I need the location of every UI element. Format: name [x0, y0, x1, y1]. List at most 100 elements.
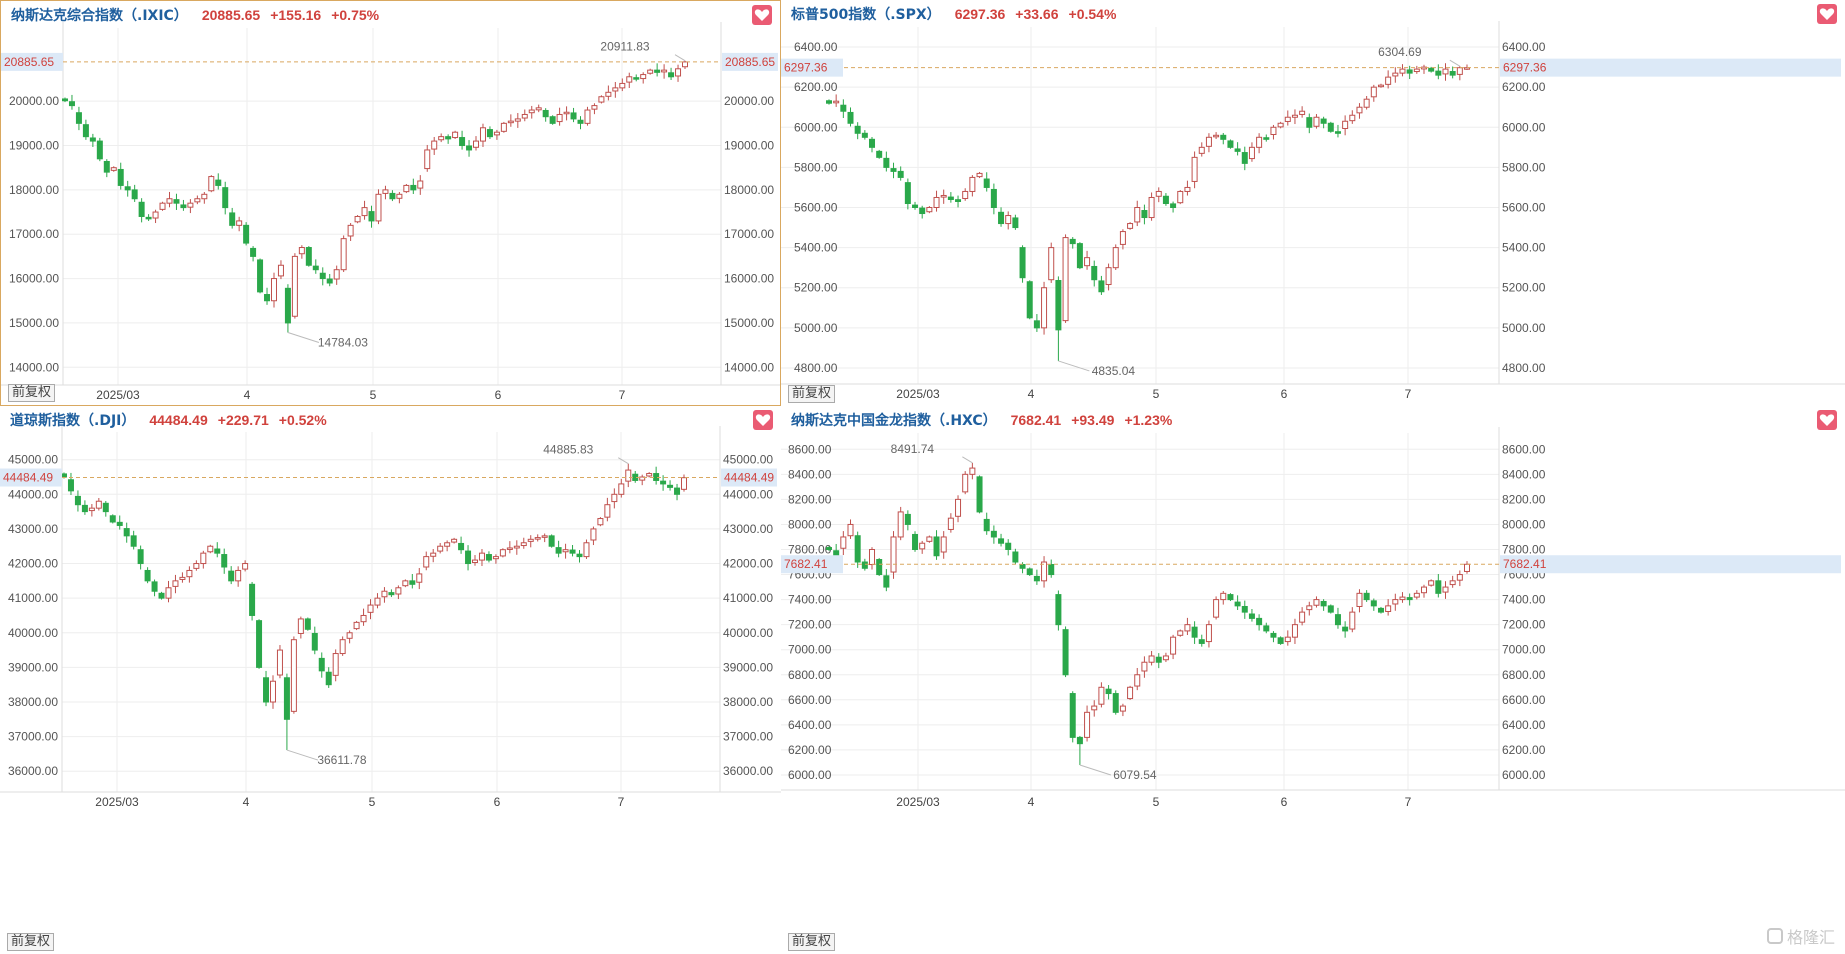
candle-up [242, 563, 249, 570]
last-price: 20885.65 [201, 7, 261, 23]
candle-up [597, 518, 604, 526]
candle-up [556, 113, 563, 123]
candle-up [1148, 196, 1155, 219]
y-tick-label-left: 7200.00 [788, 618, 832, 632]
y-tick-label-right: 43000.00 [723, 522, 773, 536]
adjust-mode-button[interactable]: 前复权 [788, 933, 836, 951]
candle-up [1005, 215, 1012, 225]
y-tick-label-right: 16000.00 [724, 272, 774, 286]
y-tick-label-left: 5800.00 [794, 160, 838, 174]
x-tick-label: 4 [1028, 387, 1035, 401]
candle-up [897, 511, 904, 538]
candle-down [998, 211, 1005, 225]
y-tick-label-left: 7400.00 [788, 593, 832, 607]
x-tick-label: 5 [370, 388, 377, 402]
y-tick-label-right: 8000.00 [1502, 517, 1546, 531]
candle-down [1370, 600, 1377, 607]
candle-up [88, 507, 95, 512]
candle-up [675, 68, 682, 77]
low-label: 36611.78 [317, 753, 366, 767]
favorite-heart-icon[interactable] [752, 5, 772, 25]
y-tick-label-right: 17000.00 [724, 227, 774, 241]
candle-down [82, 124, 89, 138]
candle-down [465, 550, 472, 565]
candle-down [861, 132, 868, 138]
y-tick-label-left: 20000.00 [9, 94, 59, 108]
chart-panel-hxc[interactable]: 8600.00 8600.00 8400.00 8400.00 8200.00 8200.… [781, 406, 1845, 954]
candle-up [179, 576, 186, 580]
y-tick-label-left: 36000.00 [8, 764, 58, 778]
candle-up [236, 220, 243, 226]
y-tick-label-right: 7800.00 [1502, 542, 1546, 556]
candle-up [513, 545, 520, 549]
candle-up [926, 207, 933, 213]
candle-down [1263, 137, 1270, 140]
adjust-mode-button[interactable]: 前复权 [788, 385, 836, 403]
high-callout-line [962, 456, 973, 464]
logo-icon [1766, 928, 1783, 944]
candle-down [283, 677, 290, 720]
chart-panel-spx[interactable]: 6400.00 6400.00 6200.00 6200.00 6000.00 6000.… [781, 0, 1845, 406]
chart-panel-dji[interactable]: 45000.00 45000.00 44000.00 44000.00 43000.00… [0, 406, 781, 954]
candle-up [276, 649, 283, 676]
adjust-mode-button[interactable]: 前复权 [7, 933, 55, 951]
last-price-label-left: 6297.36 [784, 61, 828, 75]
chart-panel-ixic[interactable]: 20000.00 20000.00 19000.00 19000.00 18000.00… [0, 0, 781, 406]
candle-up [1349, 611, 1356, 630]
candle-down [569, 549, 576, 554]
grid [781, 433, 1499, 790]
candle-up [962, 190, 969, 199]
candle-up [1148, 655, 1155, 663]
candle-down [1112, 693, 1119, 713]
candle-down [1141, 210, 1148, 219]
y-tick-label-left: 39000.00 [8, 660, 58, 674]
panel-header: 纳斯达克综合指数（.IXIC） 20885.65 +155.16 +0.75% [11, 5, 379, 25]
candle-down [1241, 605, 1248, 613]
candle-down [214, 548, 221, 554]
candle-down [983, 518, 990, 532]
candle-up [340, 238, 347, 271]
panel-header: 标普500指数（.SPX） 6297.36 +33.66 +0.54% [791, 4, 1116, 24]
y-tick-label-left: 6400.00 [788, 718, 832, 732]
low-label: 4835.04 [1092, 364, 1136, 378]
candle-down [1019, 247, 1026, 279]
candle-up [1084, 711, 1091, 738]
candle-up [1184, 624, 1191, 632]
candle-up [1299, 611, 1306, 623]
candle-up [438, 136, 445, 141]
candle-down [62, 98, 68, 102]
candle-up [451, 538, 458, 543]
candle-down [117, 168, 124, 186]
candle-up [507, 120, 514, 124]
candle-up [1313, 116, 1320, 127]
candle-up [506, 547, 513, 550]
candle-down [312, 265, 319, 271]
candle-up [1213, 134, 1220, 138]
y-tick-label-right: 41000.00 [723, 591, 773, 605]
y-tick-label-left: 18000.00 [9, 183, 59, 197]
candle-up [1442, 68, 1449, 75]
adjust-mode-button[interactable]: 前复权 [8, 384, 56, 402]
y-tick-label-right: 19000.00 [724, 139, 774, 153]
x-tick-label: 6 [1281, 387, 1288, 401]
candle-up [563, 111, 570, 115]
candle-down [389, 192, 396, 200]
price-change: +93.49 [1071, 412, 1115, 428]
candle-down [215, 179, 222, 186]
candle-down [633, 77, 640, 80]
candle-down [466, 145, 473, 151]
candle-down [854, 125, 861, 134]
favorite-heart-icon[interactable] [753, 410, 773, 430]
favorite-heart-icon[interactable] [1817, 410, 1837, 430]
candle-down [998, 538, 1005, 544]
candle-up [298, 247, 305, 255]
candle-up [492, 556, 499, 560]
candle-up [1105, 267, 1112, 286]
last-price: 7682.41 [1010, 412, 1062, 428]
candle-up [395, 587, 402, 595]
y-tick-label-right: 5800.00 [1502, 160, 1546, 174]
candle-down [869, 138, 876, 148]
watermark-logo: 格隆汇 [1766, 924, 1835, 948]
favorite-heart-icon[interactable] [1817, 4, 1837, 24]
candle-up [1119, 705, 1126, 712]
